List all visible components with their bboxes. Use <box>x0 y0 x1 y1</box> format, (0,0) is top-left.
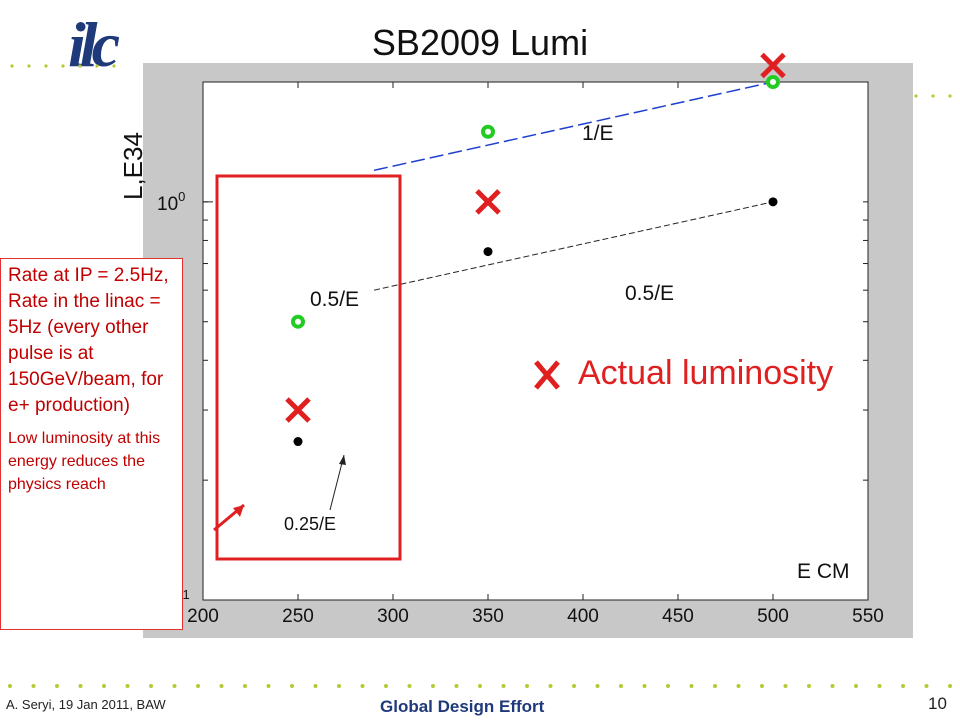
decor-dot <box>61 64 65 68</box>
decor-dot <box>713 684 717 688</box>
legend-x-icon <box>534 360 560 390</box>
label-half-over-e-box: 0.5/E <box>310 288 359 311</box>
decor-dot <box>525 684 529 688</box>
decor-dot <box>149 684 153 688</box>
decor-dot <box>901 684 905 688</box>
data-markers <box>285 52 786 447</box>
green-marker <box>291 314 305 329</box>
decor-dot <box>736 684 741 688</box>
decor-dot <box>78 684 83 688</box>
decor-dot <box>948 684 952 688</box>
x-tick-label: 500 <box>757 606 789 627</box>
x-tick-labels: 200 250 300 350 400 450 500 550 <box>187 606 884 627</box>
note-sub-text: Low luminosity at this energy reduces th… <box>8 430 161 493</box>
decor-dot <box>619 684 623 688</box>
footer-center: Global Design Effort <box>380 697 545 716</box>
decor-dot <box>196 684 200 688</box>
x-tick-label: 250 <box>282 606 314 627</box>
decor-dot <box>478 684 482 688</box>
legend-actual-luminosity: Actual luminosity <box>578 354 833 392</box>
decor-dot <box>548 684 553 688</box>
plot-area <box>202 81 869 601</box>
decor-dot <box>125 684 130 688</box>
label-one-over-e: 1/E <box>582 122 614 145</box>
decor-dot <box>313 684 318 688</box>
red-x-marker <box>475 189 501 215</box>
decor-dot <box>948 94 952 98</box>
decor-dot <box>78 64 82 68</box>
decor-dot <box>360 684 365 688</box>
decor-dot <box>595 684 600 688</box>
black-marker <box>483 247 493 257</box>
decor-dot <box>454 684 459 688</box>
x-tick-label: 200 <box>187 606 219 627</box>
decor-dot <box>854 684 858 688</box>
decor-dot <box>95 64 99 68</box>
decor-dot <box>8 684 12 688</box>
label-half-over-e-right: 0.5/E <box>625 282 674 305</box>
trend-line <box>373 81 774 172</box>
decor-dot <box>431 684 435 688</box>
decor-dot <box>830 684 835 688</box>
decor-dot <box>172 684 177 688</box>
footer-author: A. Seryi, 19 Jan 2011, BAW <box>6 697 166 712</box>
label-quarter-over-e: 0.25/E <box>284 514 336 534</box>
decor-dot <box>924 684 929 688</box>
trend-line <box>373 201 774 291</box>
red-x-marker <box>760 52 786 79</box>
trend-lines <box>373 81 774 291</box>
decor-dot <box>642 684 647 688</box>
decor-dot <box>290 684 294 688</box>
decor-dot <box>760 684 764 688</box>
decor-dot <box>931 94 935 98</box>
decorative-dots-bottom <box>8 684 952 688</box>
note-arrowhead <box>233 505 244 517</box>
x-tick-label: 450 <box>662 606 694 627</box>
decor-dot <box>914 94 918 98</box>
decor-dot <box>266 684 271 688</box>
decor-dot <box>807 684 811 688</box>
decorative-dots-top <box>10 64 952 98</box>
page-number: 10 <box>928 694 947 713</box>
y-tick-label: 100 <box>157 189 185 215</box>
quarter-e-pointer-head <box>339 455 346 465</box>
decor-dot <box>243 684 247 688</box>
decor-dot <box>337 684 341 688</box>
y-axis-label: L,E34 <box>118 132 148 200</box>
x-tick-label: 400 <box>567 606 599 627</box>
decor-dot <box>44 64 48 68</box>
decor-dot <box>219 684 224 688</box>
decor-dot <box>501 684 506 688</box>
decor-dot <box>384 684 388 688</box>
decor-dot <box>572 684 576 688</box>
decor-dot <box>55 684 59 688</box>
red-x-marker <box>285 397 311 423</box>
green-marker <box>481 124 495 139</box>
slide-title: SB2009 Lumi <box>371 22 589 63</box>
decor-dot <box>689 684 694 688</box>
green-marker <box>766 75 780 89</box>
x-axis-label: E CM <box>797 560 850 583</box>
decor-dot <box>407 684 412 688</box>
note-box: Rate at IP = 2.5Hz, Rate in the linac = … <box>0 258 183 630</box>
decor-dot <box>31 684 36 688</box>
x-tick-label: 350 <box>472 606 504 627</box>
note-main-text: Rate at IP = 2.5Hz, Rate in the linac = … <box>8 265 169 416</box>
decor-dot <box>102 684 106 688</box>
decor-dot <box>27 64 31 68</box>
ilc-logo: ilc <box>68 9 120 80</box>
decor-dot <box>783 684 788 688</box>
decor-dot <box>877 684 882 688</box>
x-tick-label: 300 <box>377 606 409 627</box>
axis-ticks <box>202 81 869 601</box>
decor-dot <box>112 64 116 68</box>
decor-dot <box>666 684 670 688</box>
decor-dot <box>10 64 14 68</box>
black-marker <box>768 197 778 207</box>
x-tick-label: 550 <box>852 606 884 627</box>
highlight-box-250 <box>215 174 402 561</box>
black-marker <box>293 437 303 447</box>
